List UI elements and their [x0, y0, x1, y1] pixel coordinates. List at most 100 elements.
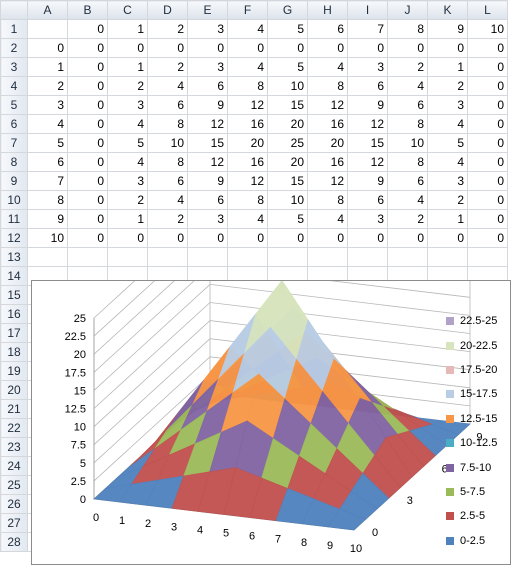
cell[interactable]: 4 [387, 190, 428, 210]
cell[interactable]: 2 [427, 76, 468, 96]
cell[interactable]: 6 [187, 190, 228, 210]
cell[interactable]: 3 [427, 95, 468, 115]
cell[interactable]: 0 [467, 133, 508, 153]
row-header[interactable]: 6 [0, 114, 28, 134]
cell[interactable]: 8 [387, 19, 428, 39]
cell[interactable]: 12 [347, 152, 388, 172]
cell[interactable]: 5 [267, 209, 308, 229]
cell[interactable]: 15 [267, 171, 308, 191]
column-header[interactable]: K [427, 0, 468, 20]
cell[interactable]: 3 [107, 171, 148, 191]
cell[interactable]: 0 [147, 228, 188, 248]
cell[interactable]: 0 [467, 38, 508, 58]
row-header[interactable]: 19 [0, 361, 28, 381]
cell[interactable]: 2 [107, 76, 148, 96]
cell[interactable]: 1 [107, 19, 148, 39]
cell[interactable]: 10 [267, 190, 308, 210]
cell[interactable] [427, 247, 468, 267]
row-header[interactable]: 10 [0, 190, 28, 210]
cell[interactable]: 4 [107, 114, 148, 134]
cell[interactable]: 4 [387, 76, 428, 96]
cell[interactable]: 3 [187, 57, 228, 77]
cell[interactable]: 0 [67, 133, 108, 153]
cell[interactable]: 2 [147, 209, 188, 229]
cell[interactable]: 0 [267, 228, 308, 248]
surface-chart[interactable]: 0 2.5 5 7.5 10 12.5 15 17.5 20 22.5 25 0 1 2 3 4 5 6 7 8 9 10… [31, 280, 511, 565]
cell[interactable]: 9 [347, 95, 388, 115]
cell[interactable]: 4 [427, 114, 468, 134]
cell[interactable]: 0 [467, 228, 508, 248]
cell[interactable]: 0 [147, 38, 188, 58]
cell[interactable]: 4 [307, 57, 348, 77]
cell[interactable] [67, 247, 108, 267]
cell[interactable]: 2 [387, 57, 428, 77]
cell[interactable]: 0 [67, 152, 108, 172]
cell[interactable]: 20 [267, 114, 308, 134]
cell[interactable] [307, 247, 348, 267]
cell[interactable]: 3 [347, 57, 388, 77]
cell[interactable] [27, 247, 68, 267]
cell[interactable]: 6 [147, 95, 188, 115]
cell[interactable]: 9 [427, 19, 468, 39]
cell[interactable]: 20 [227, 133, 268, 153]
cell[interactable]: 0 [347, 38, 388, 58]
cell[interactable]: 20 [307, 133, 348, 153]
cell[interactable]: 12 [187, 114, 228, 134]
cell[interactable]: 25 [267, 133, 308, 153]
cell[interactable]: 12 [307, 171, 348, 191]
cell[interactable]: 0 [467, 95, 508, 115]
cell[interactable]: 10 [27, 228, 68, 248]
cell[interactable]: 0 [67, 228, 108, 248]
cell[interactable]: 1 [107, 57, 148, 77]
cell[interactable]: 0 [387, 38, 428, 58]
cell[interactable]: 2 [147, 57, 188, 77]
row-header[interactable]: 9 [0, 171, 28, 191]
cell[interactable]: 4 [107, 152, 148, 172]
row-header[interactable]: 20 [0, 380, 28, 400]
cell[interactable]: 0 [467, 57, 508, 77]
row-header[interactable]: 12 [0, 228, 28, 248]
cell[interactable]: 8 [147, 152, 188, 172]
cell[interactable]: 0 [227, 228, 268, 248]
cell[interactable] [267, 247, 308, 267]
row-header[interactable]: 26 [0, 494, 28, 514]
cell[interactable]: 4 [227, 57, 268, 77]
cell[interactable]: 0 [67, 38, 108, 58]
cell[interactable]: 0 [67, 19, 108, 39]
row-header[interactable]: 17 [0, 323, 28, 343]
row-header[interactable]: 28 [0, 532, 28, 552]
cell[interactable]: 1 [427, 209, 468, 229]
cell[interactable]: 0 [67, 57, 108, 77]
cell[interactable] [107, 247, 148, 267]
cell[interactable]: 15 [347, 133, 388, 153]
cell[interactable]: 16 [307, 152, 348, 172]
row-header[interactable]: 22 [0, 418, 28, 438]
cell[interactable]: 6 [187, 76, 228, 96]
cell[interactable]: 0 [467, 171, 508, 191]
cell[interactable]: 3 [27, 95, 68, 115]
cell[interactable]: 4 [227, 209, 268, 229]
cell[interactable]: 0 [427, 228, 468, 248]
cell[interactable]: 2 [27, 76, 68, 96]
column-header[interactable]: L [467, 0, 508, 20]
cell[interactable]: 12 [227, 95, 268, 115]
cell[interactable]: 1 [427, 57, 468, 77]
cell[interactable]: 0 [427, 38, 468, 58]
cell[interactable]: 0 [347, 228, 388, 248]
cell[interactable]: 0 [187, 38, 228, 58]
row-header[interactable]: 2 [0, 38, 28, 58]
column-header[interactable]: G [267, 0, 308, 20]
cell[interactable]: 3 [427, 171, 468, 191]
cell[interactable]: 0 [27, 38, 68, 58]
cell[interactable]: 4 [307, 209, 348, 229]
cell[interactable]: 0 [107, 228, 148, 248]
cell[interactable]: 2 [147, 19, 188, 39]
cell[interactable]: 16 [307, 114, 348, 134]
row-header[interactable]: 21 [0, 399, 28, 419]
row-header[interactable]: 14 [0, 266, 28, 286]
cell[interactable]: 6 [347, 76, 388, 96]
cell[interactable]: 6 [387, 171, 428, 191]
cell[interactable]: 2 [387, 209, 428, 229]
column-header[interactable]: A [27, 0, 68, 20]
cell[interactable] [347, 247, 388, 267]
